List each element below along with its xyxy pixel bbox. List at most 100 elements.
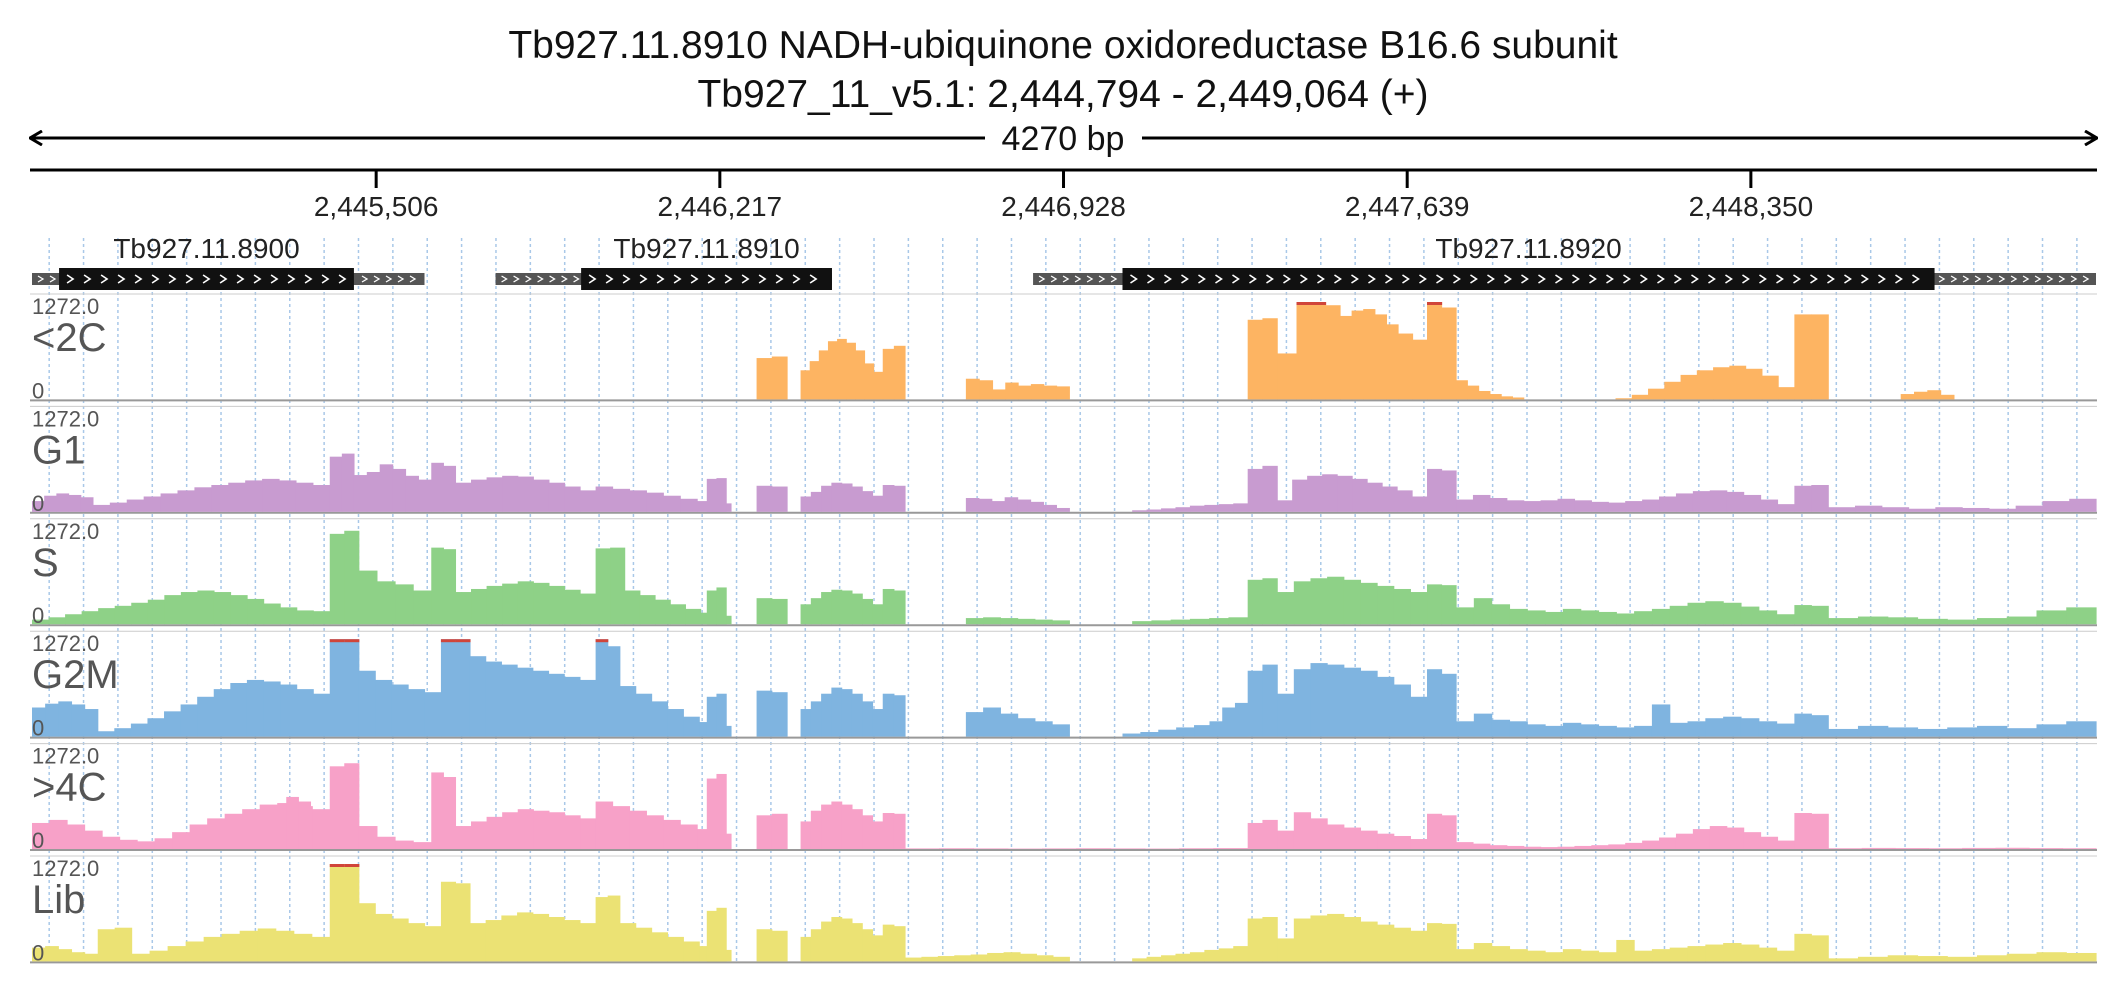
coverage-bar	[1811, 605, 1829, 625]
coverage-bar	[1427, 669, 1443, 737]
coverage-bar	[71, 704, 86, 737]
coverage-bar	[1669, 722, 1689, 737]
track-name-label: <2C	[32, 316, 107, 360]
coverage-bar	[1509, 608, 1528, 625]
coverage-bar	[716, 587, 727, 625]
strand-arrow	[100, 274, 109, 284]
coverage-bar	[1222, 707, 1236, 737]
coverage-bar	[1778, 387, 1795, 400]
coverage-bar	[262, 478, 280, 512]
strand-arrow	[1402, 274, 1410, 284]
coverage-bar	[1030, 384, 1045, 400]
coverage-bar	[595, 639, 609, 737]
coverage-bar	[663, 495, 681, 512]
coverage-bar	[194, 487, 212, 512]
coverage-bar	[263, 603, 281, 625]
coverage-bar	[1377, 585, 1395, 625]
strand-arrow	[1640, 274, 1648, 284]
strand-arrow	[1086, 275, 1094, 283]
coverage-bar	[680, 824, 698, 849]
coverage-bar	[247, 598, 265, 625]
coverage-bar	[564, 676, 581, 737]
coverage-bar	[1794, 713, 1812, 737]
coverage-bar	[1625, 501, 1643, 512]
coverage-bar	[1988, 508, 2017, 512]
coverage-bar	[408, 689, 426, 737]
coverage-bar	[1132, 510, 1148, 512]
coverage-bar	[1527, 724, 1546, 737]
coverage-bar	[1794, 813, 1812, 849]
strand-arrow	[2070, 275, 2078, 283]
coverage-bar	[1828, 618, 1859, 625]
coverage-bar	[1557, 498, 1576, 512]
clipped-marker	[344, 864, 360, 867]
coverage-bar	[851, 593, 863, 625]
coverage-bar	[706, 910, 718, 962]
coverage-bar	[71, 952, 86, 962]
coverage-bar	[1562, 608, 1582, 625]
coverage-bar	[1427, 468, 1443, 512]
coverage-bar	[344, 763, 360, 849]
coverage-bar	[1340, 315, 1353, 400]
coverage-bar	[1900, 394, 1915, 400]
coverage-bar	[1140, 732, 1159, 737]
coverage-bar	[1523, 501, 1542, 512]
track-name-label: G1	[32, 428, 85, 472]
coverage-bar	[756, 690, 773, 737]
coverage-bar	[1659, 837, 1677, 849]
strand-arrow	[724, 274, 733, 284]
coverage-bar	[1218, 948, 1234, 962]
coverage-bar	[1441, 307, 1457, 400]
coverage-bar	[114, 927, 133, 962]
coverage-bar	[1857, 616, 1889, 625]
coverage-bar	[391, 918, 409, 962]
coverage-bar	[1705, 601, 1724, 625]
coverage-bar	[358, 670, 376, 737]
track-name-label: G2M	[32, 653, 119, 697]
coverage-bar	[1325, 305, 1341, 400]
coverage-bar	[1726, 491, 1745, 512]
coverage-bar	[1713, 367, 1730, 400]
coverage-bar	[221, 933, 241, 962]
coverage-bar	[851, 486, 863, 512]
coverage-bar	[1473, 713, 1493, 737]
coverage-bar	[486, 816, 503, 849]
coverage-bar	[1828, 958, 1859, 962]
coverage-bar	[1917, 618, 1948, 625]
track-max-label: 1272.0	[32, 631, 99, 656]
strand-arrow	[1793, 274, 1801, 284]
coverage-bar	[624, 590, 641, 625]
coverage-bar	[329, 533, 345, 625]
coverage-bar	[279, 480, 297, 512]
strand-arrow	[397, 275, 405, 283]
strand-arrow	[1725, 274, 1733, 284]
coverage-bar	[286, 796, 299, 849]
coverage-bar	[1651, 608, 1671, 625]
coverage-bar	[1675, 493, 1694, 512]
coverage-bar	[443, 777, 457, 849]
coverage-bar	[376, 581, 396, 625]
strand-arrow	[1351, 274, 1359, 284]
strand-arrow	[1623, 274, 1631, 284]
strand-arrow	[2082, 275, 2090, 283]
coverage-bar	[1634, 725, 1653, 737]
coverage-bar	[1473, 943, 1493, 962]
coverage-bar	[619, 686, 637, 737]
coverage-bar	[873, 371, 884, 400]
strand-arrow	[525, 275, 532, 283]
coverage-bar	[167, 946, 187, 962]
coverage-bar	[379, 464, 394, 512]
coverage-bar	[1914, 391, 1928, 400]
coverage-bar	[485, 661, 502, 737]
coverage-bar	[431, 772, 444, 849]
coverage-bar	[1634, 950, 1653, 962]
coverage-bar	[862, 929, 874, 962]
coverage-bar	[580, 818, 597, 849]
strand-arrow	[321, 274, 330, 284]
coverage-bar	[298, 801, 312, 849]
coverage-bar	[1043, 504, 1057, 512]
coverage-bar	[2006, 616, 2038, 625]
coverage-bar	[239, 930, 259, 962]
track-max-label: 1272.0	[32, 519, 99, 544]
coverage-bar	[1398, 333, 1414, 400]
